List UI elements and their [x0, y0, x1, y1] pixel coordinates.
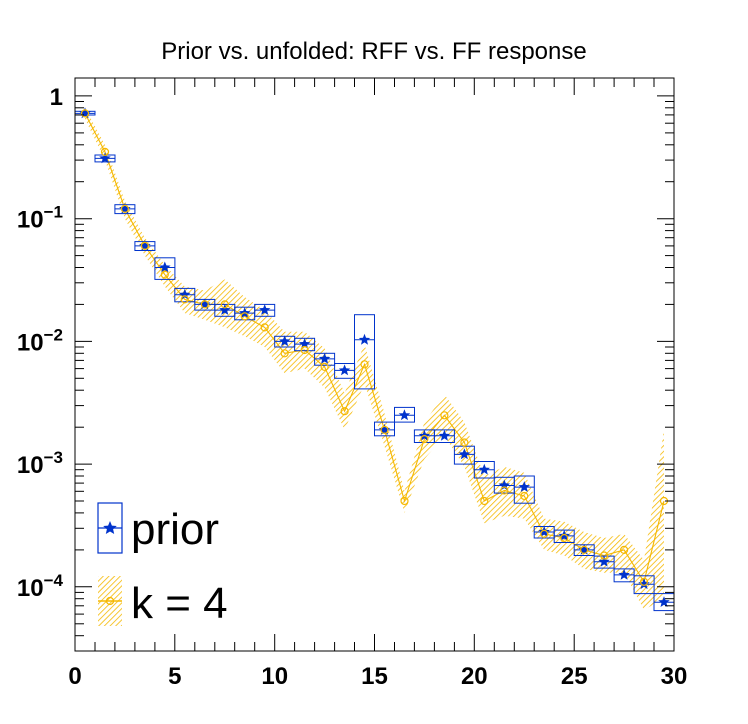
x-tick-label: 15	[361, 663, 388, 690]
prior-point	[278, 335, 291, 347]
prior-point	[638, 578, 650, 590]
x-tick-label: 0	[68, 663, 81, 690]
x-tick-label: 5	[168, 663, 181, 690]
prior-point	[618, 568, 630, 580]
k4-point	[560, 533, 569, 543]
k4-point	[440, 411, 449, 420]
prior-point	[378, 423, 391, 435]
k4-point	[400, 496, 409, 506]
k4-point	[180, 295, 189, 304]
legend-k4-label: k = 4	[131, 579, 228, 628]
legend-entry-k4: k = 4	[98, 576, 228, 628]
x-tick-label: 20	[461, 663, 488, 690]
prior-point	[518, 481, 530, 492]
prior-box	[394, 406, 415, 423]
prior-point	[398, 409, 411, 421]
y-tick-label: 10−1	[17, 203, 63, 234]
prior-box	[513, 475, 535, 504]
k4-point	[639, 577, 649, 586]
x-tick-label: 25	[561, 663, 588, 690]
prior-point	[298, 338, 311, 349]
k4-point	[320, 362, 329, 371]
k4-point	[420, 435, 429, 444]
y-tick-label: 1	[50, 84, 63, 111]
prior-point	[199, 298, 211, 310]
prior-point	[438, 429, 451, 441]
legend-k4-marker	[105, 596, 115, 606]
k4-point	[200, 300, 209, 309]
k4-point	[480, 496, 489, 506]
prior-point	[538, 526, 550, 537]
k4-point	[380, 425, 389, 434]
prior-point	[658, 596, 670, 607]
prior-point	[338, 364, 351, 376]
prior-point	[318, 352, 331, 364]
k4-uncertainty-band	[85, 107, 664, 610]
k4-point	[340, 407, 349, 416]
x-tick-label: 10	[261, 663, 288, 690]
prior-point	[79, 107, 91, 119]
prior-point	[119, 202, 131, 214]
prior-box	[374, 421, 395, 437]
prior-point	[598, 555, 610, 567]
k4-point	[240, 312, 249, 321]
prior-point	[139, 239, 151, 251]
k4-series-markers	[80, 109, 669, 586]
prior-point	[99, 152, 111, 164]
prior-box	[154, 257, 176, 280]
prior-point	[558, 529, 570, 541]
prior-point	[159, 261, 171, 273]
k4-point	[120, 204, 130, 213]
k4-point	[280, 349, 289, 358]
legend-prior-marker	[103, 521, 117, 534]
y-tick-label: 10−4	[17, 571, 64, 602]
k4-point	[500, 486, 509, 495]
prior-point	[578, 543, 590, 555]
k4-point	[460, 438, 469, 447]
k4-point	[360, 360, 369, 369]
k4-point	[300, 345, 309, 355]
k4-point	[520, 491, 529, 501]
k4-point	[540, 529, 549, 539]
y-tick-label: 10−2	[17, 325, 63, 356]
prior-point	[179, 288, 191, 300]
k4-point	[220, 300, 229, 309]
k4-point	[599, 551, 609, 560]
k4-point	[619, 545, 629, 555]
legend-prior-label: prior	[131, 505, 219, 554]
axes: 0 5 10 15 20 25 30 1 10−1 10−2 10−3 10−4	[17, 78, 687, 690]
k4-point	[260, 323, 269, 332]
x-tick-label: 30	[661, 663, 688, 690]
prior-box	[354, 314, 375, 390]
prior-point	[478, 463, 490, 475]
legend: prior k = 4	[97, 502, 228, 628]
prior-point	[219, 304, 231, 315]
k4-point	[579, 545, 589, 555]
k4-point	[140, 241, 149, 250]
prior-point	[358, 333, 371, 345]
k4-point	[100, 147, 110, 156]
k4-point	[160, 270, 169, 279]
prior-point	[259, 304, 271, 315]
prior-series	[74, 107, 675, 612]
k4-point	[80, 109, 90, 118]
prior-point	[458, 448, 471, 460]
prior-point	[498, 479, 510, 491]
legend-entry-prior: prior	[97, 502, 219, 554]
chart-title: Prior vs. unfolded: RFF vs. FF response	[161, 38, 586, 65]
k4-band-area	[85, 107, 664, 610]
y-tick-label: 10−3	[17, 448, 63, 479]
